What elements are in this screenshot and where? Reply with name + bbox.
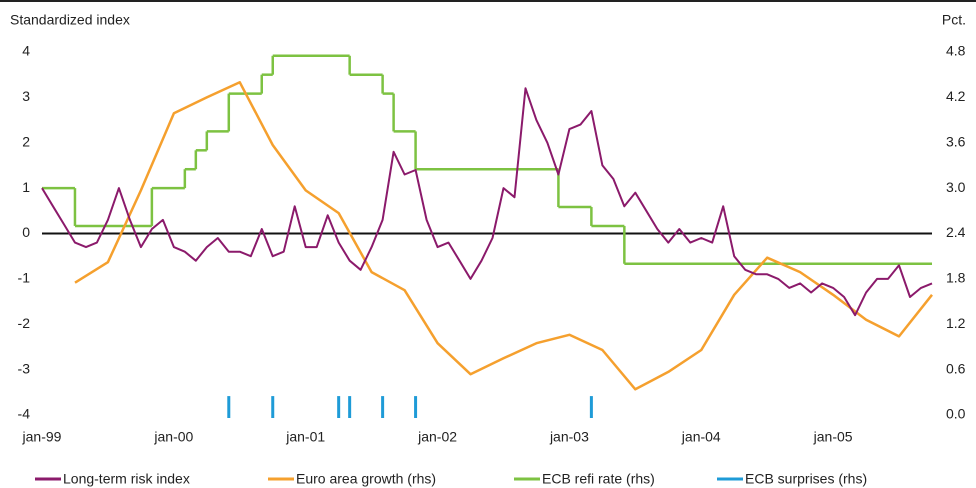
y-tick-label: 3 [22,88,30,104]
y-tick-label: -4 [18,406,31,422]
surprise-bar [271,396,275,418]
x-tick-label: jan-02 [417,429,457,445]
y2-tick-label: 3.0 [946,179,966,195]
surprise-bar [414,396,418,418]
surprise-bar [381,396,385,418]
y2-tick-label: 3.6 [946,133,966,149]
y2-tick-label: 4.2 [946,88,966,104]
y2-tick-label: 2.4 [946,224,966,240]
y-tick-label: -2 [18,315,31,331]
x-tick-label: jan-04 [681,429,721,445]
y-tick-label: 2 [22,133,30,149]
legend-label: Long-term risk index [63,471,190,487]
y2-tick-label: 1.8 [946,270,966,286]
surprise-bar [337,396,341,418]
y2-tick-label: 0.0 [946,406,966,422]
x-tick-label: jan-00 [153,429,193,445]
y2-tick-label: 1.2 [946,315,966,331]
y-tick-label: 0 [22,224,30,240]
surprise-bar [589,396,593,418]
series-line [41,87,933,317]
series-line [74,81,933,391]
legend-label: ECB refi rate (rhs) [542,471,655,487]
x-tick-label: jan-99 [22,429,62,445]
y-axis-title: Standardized index [10,12,130,28]
legend-label: Euro area growth (rhs) [296,471,436,487]
y-tick-label: -3 [18,360,31,376]
x-tick-label: jan-05 [813,429,853,445]
y-tick-label: -1 [18,270,31,286]
surprise-bar [227,396,231,418]
y2-tick-label: 4.8 [946,43,966,59]
y-tick-label: 1 [22,179,30,195]
y2-axis-title: Pct. [942,12,966,28]
legend-label: ECB surprises (rhs) [745,471,867,487]
y-tick-label: 4 [22,43,30,59]
y2-tick-label: 0.6 [946,360,966,376]
surprise-bar [348,396,352,418]
x-tick-label: jan-03 [549,429,589,445]
x-tick-label: jan-01 [285,429,325,445]
